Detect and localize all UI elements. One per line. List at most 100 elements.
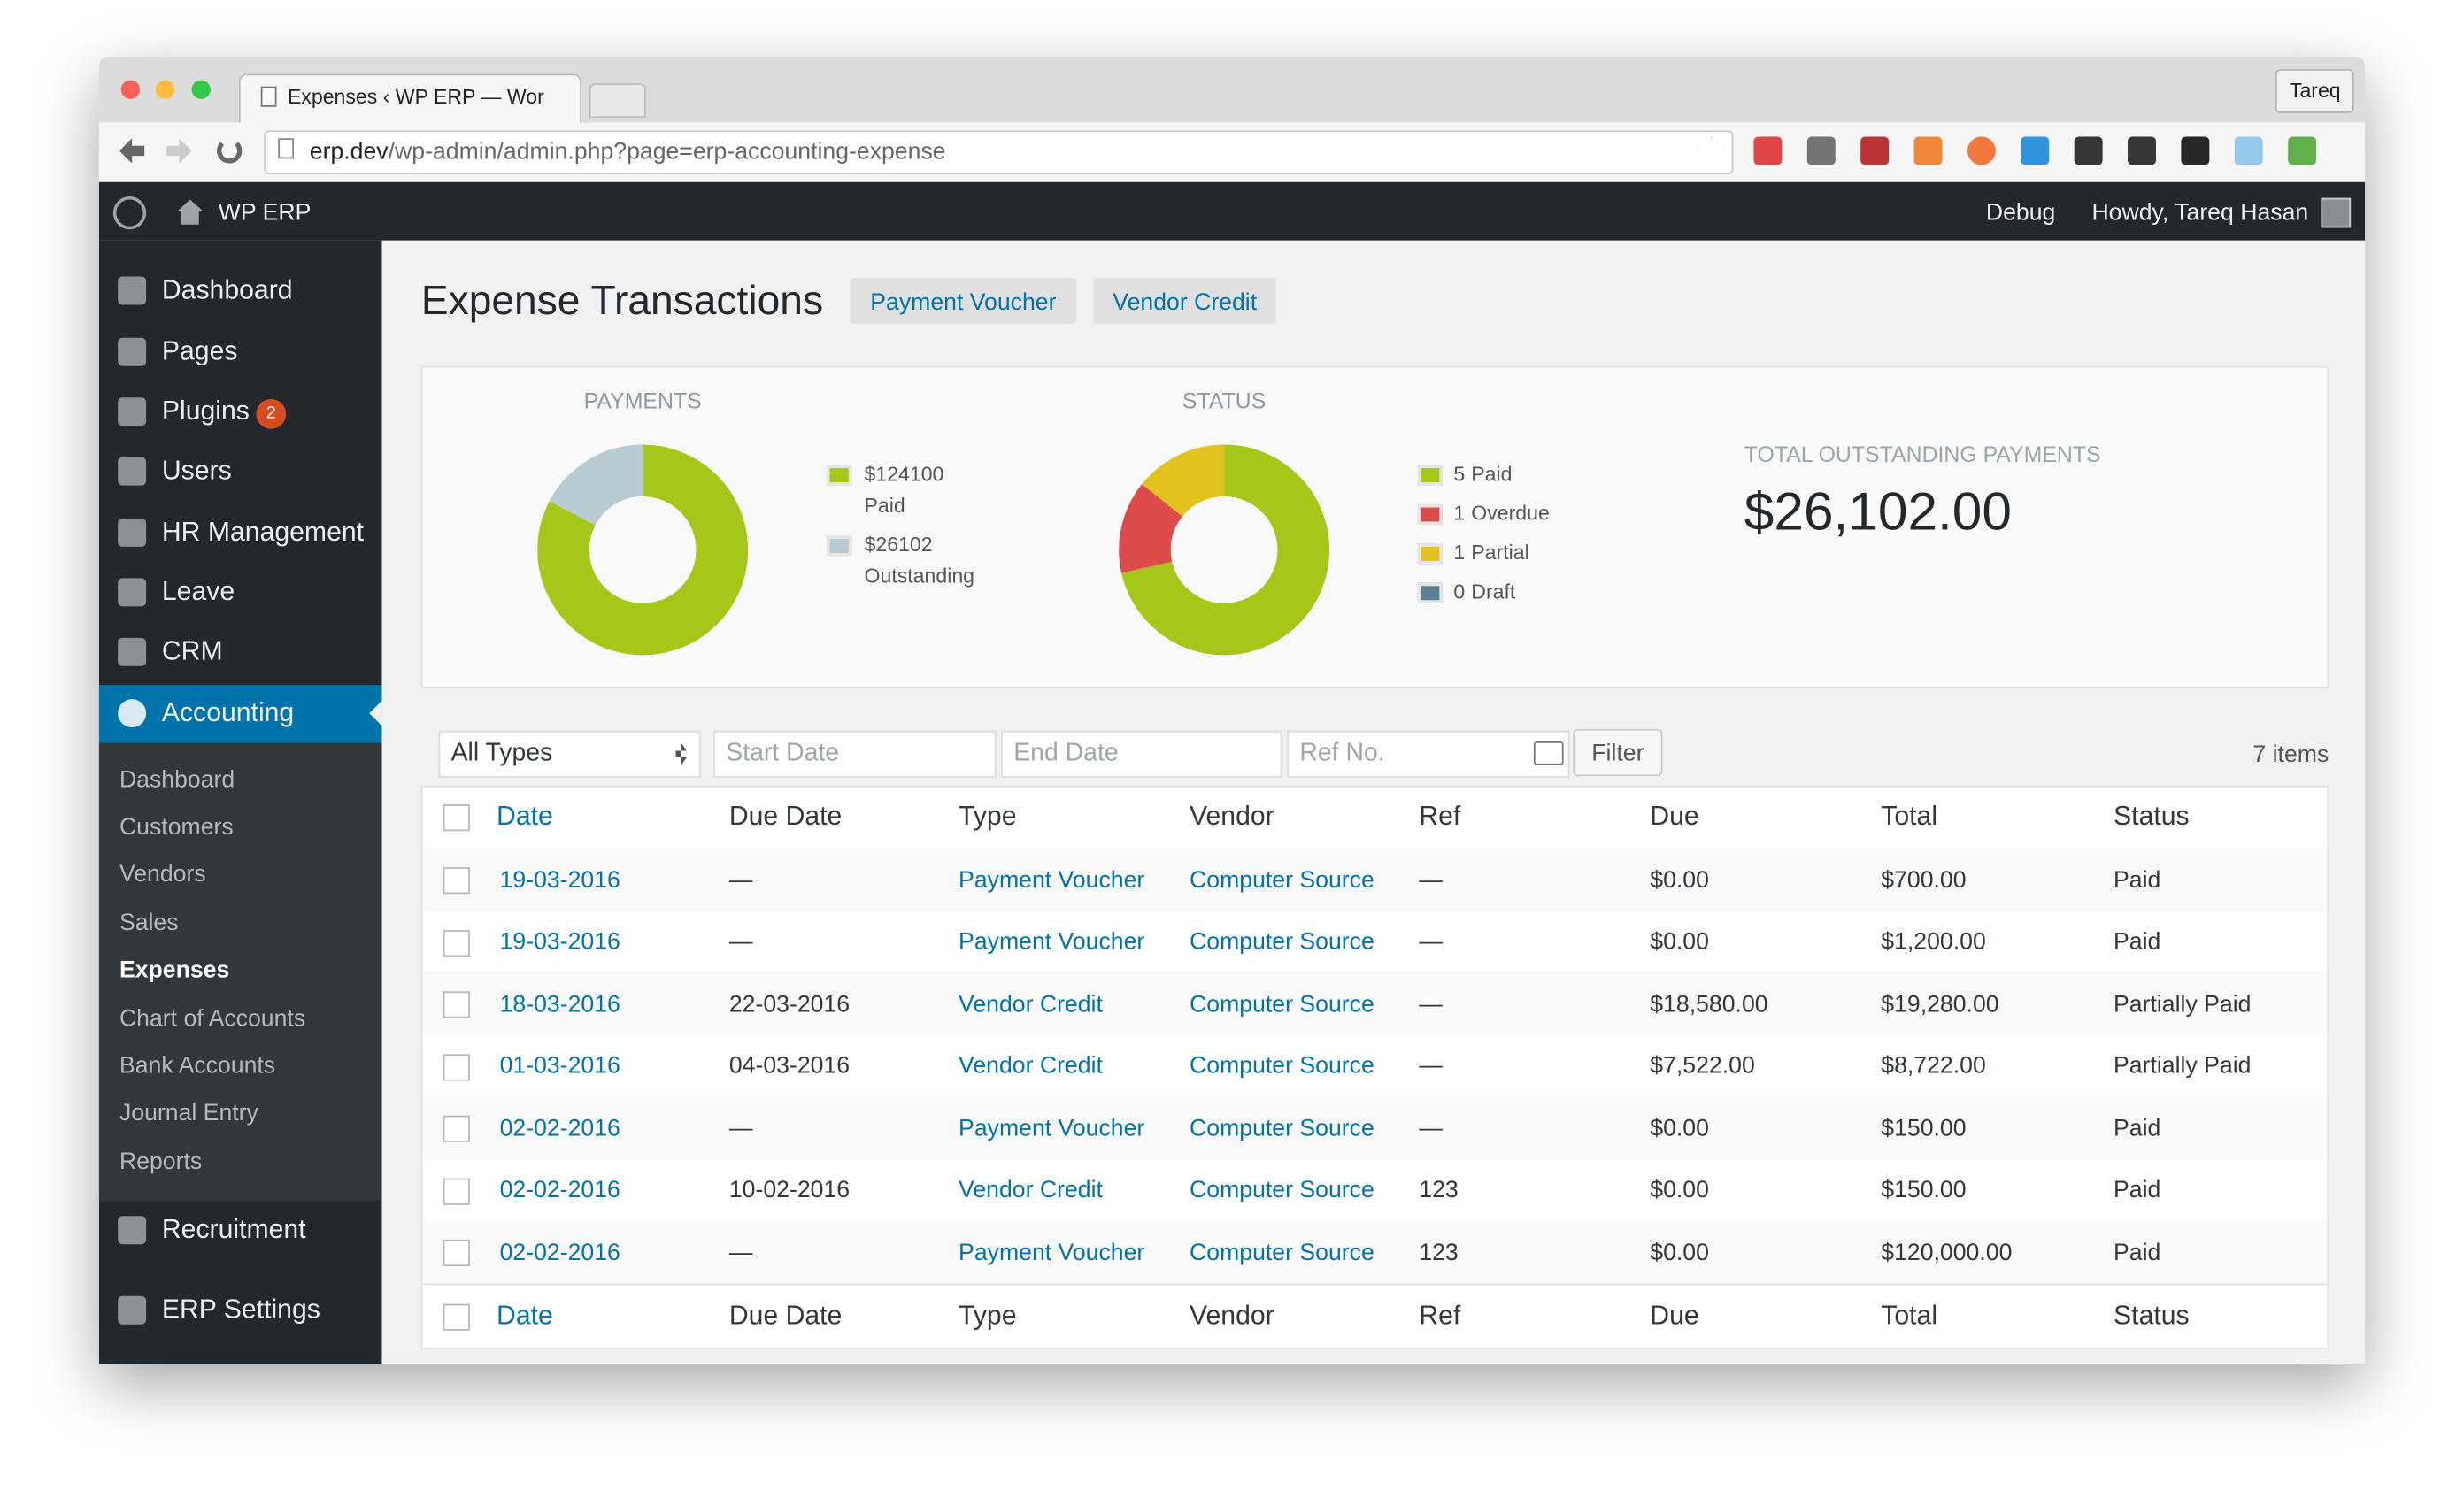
address-field[interactable]: [264, 130, 1734, 175]
submenu-item[interactable]: Dashboard: [119, 765, 235, 793]
header-button[interactable]: [1093, 278, 1276, 324]
table-cell: —: [1419, 1114, 1443, 1141]
row-checkbox[interactable]: [443, 991, 470, 1018]
select-all-checkbox[interactable]: [443, 1303, 470, 1331]
submenu-item[interactable]: Reports: [119, 1148, 203, 1175]
tab[interactable]: [238, 73, 581, 123]
table-cell: —: [1419, 928, 1443, 956]
filter-button-label[interactable]: Filter: [1591, 739, 1644, 766]
submenu-item[interactable]: Journal Entry: [119, 1100, 258, 1127]
submenu-item[interactable]: Sales: [119, 909, 179, 936]
filter-start-text[interactable]: Start Date: [726, 739, 840, 767]
menu-item[interactable]: Leave: [161, 576, 235, 607]
close-button[interactable]: [120, 80, 141, 99]
table-cell[interactable]: Vendor Credit: [959, 1176, 1103, 1204]
table-cell[interactable]: Computer Source: [1190, 1114, 1374, 1141]
header-button[interactable]: [850, 278, 1077, 324]
filter-start[interactable]: [713, 730, 997, 778]
filter-type[interactable]: [438, 730, 701, 778]
table-cell[interactable]: 19-03-2016: [499, 928, 620, 956]
column-footer: Status: [2114, 1301, 2190, 1332]
header-button-label[interactable]: Vendor Credit: [1113, 288, 1258, 315]
wp-logo[interactable]: [112, 196, 147, 230]
extension-icon[interactable]: [1753, 136, 1783, 165]
menu-icon: [118, 637, 147, 666]
legend-label: Partial: [1471, 540, 1529, 565]
table-cell[interactable]: Vendor Credit: [959, 990, 1103, 1018]
filter-button[interactable]: [1573, 728, 1663, 777]
submenu-item[interactable]: Chart of Accounts: [119, 1004, 306, 1032]
table-cell[interactable]: 19-03-2016: [499, 866, 620, 894]
filter-ref-text[interactable]: Ref No.: [1299, 739, 1385, 767]
menu-item[interactable]: Recruitment: [161, 1214, 306, 1245]
menu-item[interactable]: Accounting: [161, 697, 295, 728]
chart-title: PAYMENTS: [583, 388, 702, 414]
table-cell[interactable]: Vendor Credit: [959, 1052, 1103, 1080]
submenu-item[interactable]: Customers: [119, 813, 234, 841]
new-tab[interactable]: [589, 83, 646, 119]
table-cell: $8,722.00: [1881, 1052, 1986, 1080]
debug-link[interactable]: Debug: [1985, 198, 2056, 226]
table-cell[interactable]: Computer Source: [1190, 928, 1374, 956]
reload-button[interactable]: [217, 138, 243, 164]
legend-swatch: [1417, 503, 1443, 526]
user-greeting[interactable]: Howdy, Tareq Hasan: [2091, 198, 2309, 226]
menu-item[interactable]: Pages: [161, 336, 238, 366]
menu-item[interactable]: Plugins: [161, 396, 250, 426]
extension-icon[interactable]: [1913, 136, 1943, 165]
column-header[interactable]: Date: [497, 801, 553, 832]
filter-ref[interactable]: [1287, 730, 1570, 778]
table-cell[interactable]: Computer Source: [1190, 1052, 1374, 1080]
menu-item[interactable]: ERP Settings: [161, 1295, 320, 1325]
table-cell[interactable]: 02-02-2016: [499, 1238, 620, 1266]
table-cell[interactable]: Computer Source: [1190, 990, 1374, 1018]
extension-icon[interactable]: [2128, 136, 2156, 165]
table-cell[interactable]: 01-03-2016: [499, 1052, 620, 1080]
table-cell[interactable]: Computer Source: [1190, 866, 1374, 894]
row-checkbox[interactable]: [443, 867, 470, 895]
menu-item[interactable]: Users: [161, 456, 232, 486]
menu-item[interactable]: HR Management: [161, 517, 365, 548]
table-cell[interactable]: 02-02-2016: [499, 1114, 620, 1141]
extension-icon[interactable]: [1806, 136, 1836, 165]
filter-end[interactable]: [1000, 730, 1282, 778]
zoom-button[interactable]: [191, 80, 211, 99]
row-checkbox[interactable]: [443, 1115, 470, 1142]
submenu-item[interactable]: Vendors: [119, 861, 206, 888]
row-checkbox[interactable]: [443, 1239, 470, 1267]
select-all-checkbox[interactable]: [443, 804, 470, 832]
extension-icon[interactable]: [1967, 136, 1996, 165]
extension-icon[interactable]: [2074, 136, 2103, 165]
extension-icon[interactable]: [2288, 136, 2317, 165]
extension-icon[interactable]: [2181, 136, 2210, 165]
extension-icon[interactable]: [1860, 136, 1890, 165]
row-checkbox[interactable]: [443, 1053, 470, 1080]
menu-item[interactable]: Dashboard: [161, 274, 293, 305]
table-cell[interactable]: Payment Voucher: [959, 1238, 1145, 1266]
table-cell[interactable]: Computer Source: [1190, 1176, 1374, 1204]
table-cell: $150.00: [1881, 1114, 1967, 1141]
table-cell[interactable]: Payment Voucher: [959, 866, 1145, 894]
row-checkbox[interactable]: [443, 929, 470, 957]
row-checkbox[interactable]: [443, 1177, 470, 1204]
column-footer[interactable]: Date: [497, 1301, 553, 1332]
menu-item[interactable]: CRM: [161, 636, 223, 666]
legend-value: 1: [1453, 501, 1466, 526]
extension-icon[interactable]: [2234, 136, 2263, 165]
table-cell[interactable]: Computer Source: [1190, 1238, 1374, 1266]
submenu-item[interactable]: Bank Accounts: [119, 1052, 276, 1080]
legend-label: Outstanding: [864, 564, 975, 588]
table-cell[interactable]: 18-03-2016: [499, 990, 620, 1018]
header-button-label[interactable]: Payment Voucher: [870, 288, 1057, 315]
profile-button[interactable]: [2275, 69, 2354, 113]
filter-type-text[interactable]: All Types: [450, 739, 553, 767]
extension-icon[interactable]: [2021, 136, 2050, 165]
legend-label: Paid: [1471, 461, 1513, 486]
minimize-button[interactable]: [155, 80, 175, 99]
table-cell[interactable]: Payment Voucher: [959, 928, 1145, 956]
table-cell[interactable]: 02-02-2016: [499, 1176, 620, 1204]
filter-end-text[interactable]: End Date: [1013, 739, 1119, 767]
site-name[interactable]: WP ERP: [218, 198, 312, 226]
submenu-item[interactable]: Expenses: [119, 957, 230, 984]
table-cell[interactable]: Payment Voucher: [959, 1114, 1145, 1141]
